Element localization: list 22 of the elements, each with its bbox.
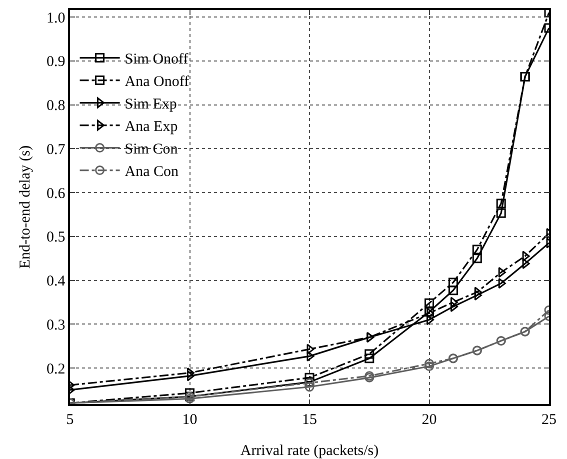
- y-tick-label: 0.3: [46, 317, 66, 334]
- legend-label: Ana Onoff: [124, 74, 190, 90]
- legend-label: Ana Exp: [124, 119, 178, 136]
- legend-label: Ana Con: [124, 164, 180, 180]
- x-tick-label: 20: [422, 412, 437, 428]
- x-tick-label: 5: [66, 412, 74, 428]
- x-tick-label: 15: [302, 412, 317, 428]
- y-tick-label: 1.0: [46, 10, 66, 26]
- y-axis-title: End-to-end delay (s): [18, 145, 34, 269]
- y-tick-label: 0.7: [46, 142, 66, 158]
- y-tick-label: 0.9: [46, 54, 66, 70]
- y-tick-label: 0.4: [46, 274, 66, 290]
- y-tick-label: 0.5: [46, 230, 66, 246]
- legend-label: Sim Onoff: [124, 52, 188, 68]
- x-tick-label: 25: [542, 412, 556, 428]
- legend-label: Sim Con: [124, 142, 178, 158]
- y-tick-label: 0.2: [46, 361, 66, 378]
- x-tick-label: 10: [182, 412, 198, 428]
- y-tick-label: 0.6: [46, 186, 66, 202]
- y-tick-label: 0.8: [46, 98, 66, 114]
- legend-label: Sim Exp: [124, 96, 177, 113]
- x-axis-title: Arrival rate (packets/s): [240, 443, 379, 459]
